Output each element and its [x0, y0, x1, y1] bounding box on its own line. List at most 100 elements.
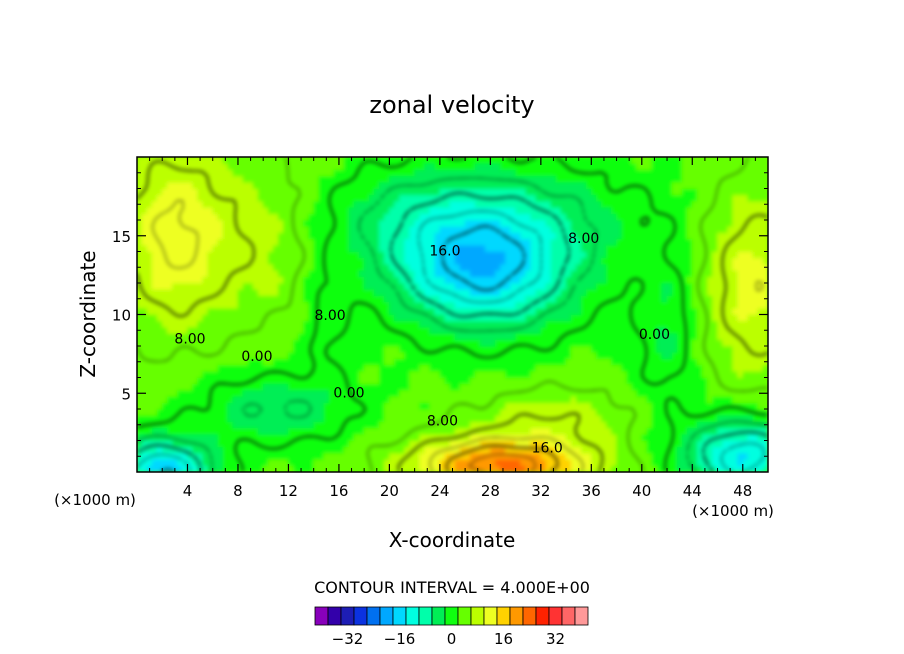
heatmap-cell: [288, 383, 294, 391]
heatmap-cell: [197, 446, 203, 454]
heatmap-cell: [520, 440, 526, 448]
heatmap-cell: [197, 333, 203, 340]
heatmap-cell: [399, 232, 405, 240]
heatmap-cell: [454, 289, 461, 296]
heatmap-cell: [575, 219, 582, 227]
heatmap-cell: [348, 301, 355, 309]
heatmap-cell: [732, 370, 739, 378]
heatmap-cell: [691, 370, 698, 378]
heatmap-cell: [762, 345, 768, 353]
heatmap-cell: [449, 333, 456, 340]
heatmap-cell: [146, 251, 153, 259]
heatmap-cell: [702, 433, 708, 441]
heatmap-cell: [343, 295, 350, 303]
heatmap-cell: [293, 276, 299, 284]
heatmap-cell: [601, 314, 607, 322]
heatmap-cell: [545, 301, 552, 309]
heatmap-cell: [686, 282, 693, 290]
heatmap-cell: [757, 358, 764, 366]
heatmap-cell: [616, 465, 622, 472]
heatmap-cell: [278, 263, 284, 271]
heatmap-cell: [505, 383, 511, 391]
heatmap-cell: [283, 370, 289, 378]
heatmap-cell: [424, 270, 431, 277]
heatmap-cell: [646, 433, 653, 441]
heatmap-cell: [601, 289, 607, 296]
heatmap-cell: [187, 339, 193, 347]
heatmap-cell: [747, 301, 754, 309]
heatmap-cell: [666, 326, 673, 334]
heatmap-cell: [348, 307, 355, 315]
heatmap-cell: [444, 251, 451, 259]
heatmap-cell: [212, 219, 219, 227]
heatmap-cell: [348, 446, 355, 454]
heatmap-cell: [570, 219, 577, 227]
heatmap-cell: [137, 364, 143, 372]
heatmap-cell: [232, 396, 239, 403]
heatmap-cell: [192, 289, 198, 296]
heatmap-cell: [333, 364, 340, 372]
heatmap-cell: [384, 415, 390, 422]
heatmap-cell: [318, 270, 325, 277]
heatmap-cell: [328, 263, 335, 271]
heatmap-cell: [313, 257, 320, 265]
heatmap-cell: [606, 408, 612, 416]
heatmap-cell: [222, 257, 229, 265]
heatmap-cell: [510, 326, 516, 334]
heatmap-cell: [737, 452, 744, 460]
heatmap-cell: [737, 433, 744, 441]
heatmap-cell: [676, 370, 683, 378]
heatmap-cell: [262, 270, 269, 277]
heatmap-cell: [646, 289, 653, 296]
heatmap-cell: [328, 232, 335, 240]
heatmap-cell: [207, 333, 214, 340]
heatmap-cell: [187, 251, 193, 259]
heatmap-cell: [606, 370, 612, 378]
heatmap-cell: [454, 345, 461, 353]
heatmap-cell: [459, 289, 466, 296]
heatmap-cell: [555, 295, 562, 303]
heatmap-cell: [681, 251, 688, 259]
heatmap-cell: [414, 358, 420, 366]
heatmap-cell: [384, 358, 390, 366]
heatmap-cell: [656, 219, 663, 227]
heatmap-cell: [616, 370, 622, 378]
heatmap-cell: [409, 232, 415, 240]
heatmap-cell: [500, 446, 506, 454]
heatmap-cell: [570, 427, 577, 435]
heatmap-cell: [737, 427, 744, 435]
heatmap-cell: [540, 289, 547, 296]
heatmap-cell: [510, 238, 516, 246]
heatmap-cell: [666, 433, 673, 441]
heatmap-cell: [384, 408, 390, 416]
heatmap-cell: [212, 358, 219, 366]
heatmap-cell: [737, 440, 744, 448]
heatmap-cell: [540, 251, 547, 259]
heatmap-cell: [515, 270, 521, 277]
heatmap-cell: [187, 326, 193, 334]
heatmap-cell: [661, 326, 668, 334]
heatmap-cell: [611, 446, 617, 454]
heatmap-cell: [338, 232, 345, 240]
heatmap-cell: [273, 364, 279, 372]
heatmap-cell: [601, 421, 607, 429]
heatmap-cell: [454, 276, 461, 284]
heatmap-cell: [606, 465, 612, 472]
heatmap-cell: [363, 295, 370, 303]
heatmap-cell: [187, 421, 193, 429]
heatmap-cell: [545, 389, 552, 397]
heatmap-cell: [641, 244, 648, 252]
heatmap-cell: [686, 244, 693, 252]
heatmap-cell: [137, 465, 143, 472]
heatmap-cell: [439, 320, 446, 328]
heatmap-cell: [368, 377, 375, 385]
heatmap-cell: [676, 295, 683, 303]
heatmap-cell: [333, 263, 340, 271]
heatmap-cell: [485, 345, 491, 353]
heatmap-cell: [414, 282, 420, 290]
heatmap-cell: [656, 358, 663, 366]
heatmap-cell: [146, 339, 153, 347]
heatmap-cell: [540, 244, 547, 252]
heatmap-cell: [137, 257, 143, 265]
heatmap-cell: [137, 427, 143, 435]
